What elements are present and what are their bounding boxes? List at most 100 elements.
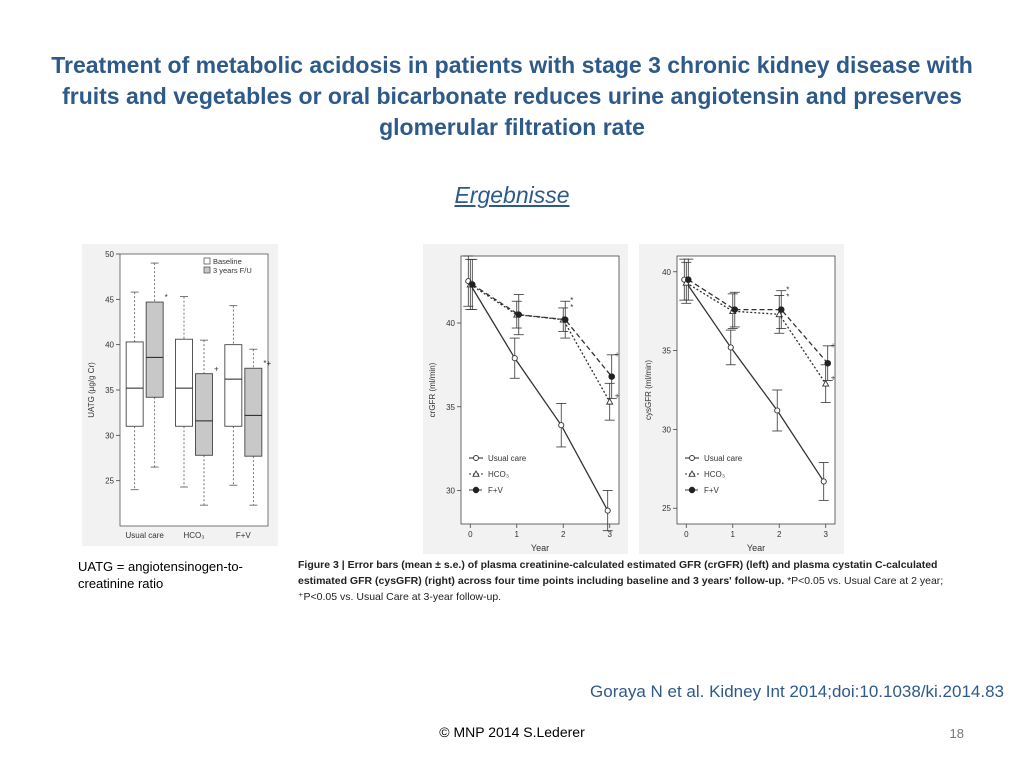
data-point bbox=[558, 422, 565, 429]
x-tick-label: Usual care bbox=[126, 531, 165, 540]
plot-frame bbox=[460, 255, 620, 525]
series-line bbox=[469, 283, 611, 403]
page-number: 18 bbox=[949, 726, 964, 741]
y-axis-label: cysGFR (ml/min) bbox=[644, 360, 653, 420]
significance-mark: + bbox=[831, 341, 836, 350]
series-line bbox=[683, 279, 825, 482]
data-point bbox=[604, 507, 611, 514]
x-tick-label: 3 bbox=[607, 530, 612, 539]
data-point bbox=[727, 344, 734, 351]
legend-label: Baseline bbox=[213, 257, 242, 266]
significance-mark: * bbox=[570, 303, 573, 312]
y-tick-label: 40 bbox=[446, 319, 455, 328]
slide-subtitle: Ergebnisse bbox=[454, 182, 570, 208]
plot-frame bbox=[676, 255, 836, 525]
y-tick-label: 30 bbox=[662, 425, 671, 434]
x-tick-label: 1 bbox=[515, 530, 520, 539]
significance-mark: *+ bbox=[263, 359, 271, 368]
x-tick-label: 2 bbox=[777, 530, 782, 539]
x-axis-label: Year bbox=[747, 543, 765, 553]
boxplot-panel: 25 30 35 40 45 50 UATG (µg/g Cr) Usual care HCO₃… bbox=[82, 244, 278, 546]
significance-mark: * bbox=[786, 286, 789, 295]
data-point bbox=[515, 311, 523, 318]
box bbox=[244, 367, 263, 457]
box bbox=[145, 301, 164, 398]
uatg-definition: UATG = angiotensinogen-to-creatinine rat… bbox=[78, 559, 243, 591]
box bbox=[175, 338, 193, 427]
legend-label: HCO₃ bbox=[704, 470, 725, 479]
legend-label: Usual care bbox=[488, 454, 527, 463]
crgfr-line-chart: 30 35 40 0 1 2 3 Year crGFR (ml/min) ** + + Usual ca… bbox=[428, 255, 620, 553]
citation: Goraya N et al. Kidney Int 2014;doi:10.1… bbox=[590, 682, 1004, 701]
data-point bbox=[824, 359, 831, 367]
legend-label: Usual care bbox=[704, 454, 743, 463]
y-tick-label: 30 bbox=[105, 431, 114, 440]
significance-mark: + bbox=[831, 374, 836, 383]
data-point bbox=[821, 379, 830, 387]
significance-mark: + bbox=[214, 365, 219, 374]
y-tick-label: 35 bbox=[446, 403, 455, 412]
x-tick-label: 2 bbox=[561, 530, 566, 539]
y-tick-label: 25 bbox=[105, 477, 114, 486]
data-point bbox=[685, 276, 692, 283]
box bbox=[125, 341, 144, 427]
uatg-boxplot: 25 30 35 40 45 50 UATG (µg/g Cr) Usual care HCO₃… bbox=[87, 250, 271, 540]
x-tick-label: 0 bbox=[684, 530, 689, 539]
cysgfr-line-chart: 25 30 35 40 0 1 2 3 Year cysGFR (ml/min) ** + + Usual… bbox=[644, 255, 836, 553]
series-line bbox=[471, 283, 613, 378]
x-tick-label: 3 bbox=[823, 530, 828, 539]
figure-caption: Figure 3 | Error bars (mean ± s.e.) of p… bbox=[298, 557, 958, 605]
footer-copyright: © MNP 2014 S.Lederer bbox=[439, 724, 585, 740]
data-point bbox=[774, 407, 781, 414]
legend-swatch bbox=[203, 257, 211, 265]
plot-frame bbox=[119, 253, 269, 527]
data-point bbox=[469, 281, 476, 288]
significance-mark: * bbox=[165, 293, 168, 302]
y-tick-label: 35 bbox=[105, 386, 114, 395]
box bbox=[224, 344, 243, 427]
x-tick-label: 0 bbox=[468, 530, 473, 539]
crgfr-panel: 30 35 40 0 1 2 3 Year crGFR (ml/min) * * + + Usual ca… bbox=[423, 244, 628, 554]
series-line bbox=[687, 279, 829, 364]
legend-marker bbox=[473, 455, 479, 461]
y-axis-label: UATG (µg/g Cr) bbox=[87, 362, 96, 418]
slide-title: Treatment of metabolic acidosis in patie… bbox=[51, 52, 973, 140]
significance-mark: * bbox=[570, 296, 573, 305]
data-point bbox=[775, 310, 783, 318]
x-tick-label: 1 bbox=[731, 530, 736, 539]
legend-label: HCO₃ bbox=[488, 470, 509, 479]
legend-swatch bbox=[203, 266, 211, 274]
y-tick-label: 40 bbox=[105, 341, 114, 350]
legend-label: F+V bbox=[704, 486, 720, 495]
data-point bbox=[608, 373, 615, 380]
data-point bbox=[731, 306, 739, 313]
figure-caption-bold: Figure 3 | Error bars (mean ± s.e.) of p… bbox=[298, 559, 938, 587]
legend-marker bbox=[472, 486, 480, 494]
figure-caption-rest: *P<0.05 vs. Usual Care at 2 year; ⁺P<0.0… bbox=[298, 575, 944, 603]
significance-mark: + bbox=[615, 350, 620, 359]
data-point bbox=[820, 478, 827, 485]
legend-marker bbox=[688, 470, 696, 477]
data-point bbox=[777, 306, 785, 313]
data-point bbox=[561, 316, 569, 323]
y-tick-label: 40 bbox=[662, 268, 671, 277]
box bbox=[195, 373, 213, 456]
y-tick-label: 30 bbox=[446, 487, 455, 496]
y-axis-label: crGFR (ml/min) bbox=[428, 362, 437, 417]
data-point bbox=[605, 397, 614, 405]
legend-marker bbox=[472, 470, 480, 477]
y-tick-label: 50 bbox=[105, 250, 114, 259]
significance-mark: * bbox=[786, 293, 789, 302]
y-tick-label: 35 bbox=[662, 347, 671, 356]
significance-mark: + bbox=[615, 392, 620, 401]
series-line bbox=[467, 280, 609, 511]
series-line bbox=[685, 282, 827, 385]
y-tick-label: 25 bbox=[662, 504, 671, 513]
y-tick-label: 45 bbox=[105, 295, 114, 304]
data-point bbox=[511, 355, 518, 362]
legend-marker bbox=[688, 486, 696, 494]
x-axis-label: Year bbox=[531, 543, 549, 553]
x-tick-label: F+V bbox=[236, 531, 252, 540]
legend-label: F+V bbox=[488, 486, 504, 495]
legend-label: 3 years F/U bbox=[213, 266, 252, 275]
